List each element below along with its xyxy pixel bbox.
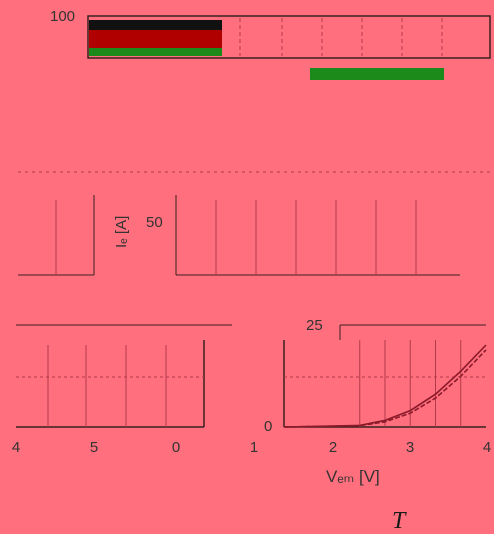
main-plot [283, 324, 487, 428]
y-axis-label: Iₑ [A] [113, 216, 130, 248]
series-line [283, 344, 487, 428]
top-strip [87, 15, 491, 80]
left-panel [16, 324, 232, 428]
mid-strip-grid [18, 171, 490, 275]
y-tick-label: 50 [146, 214, 163, 231]
y-tick-label: 25 [306, 317, 323, 334]
left-panel-grid [16, 345, 204, 427]
x-tick-label: 4 [12, 439, 20, 456]
x-tick-label: 0 [172, 439, 180, 456]
x-tick-label: 4 [483, 439, 491, 456]
x-tick-labels: 0 1 2 3 4 4 5 [12, 439, 491, 456]
band-black [89, 20, 222, 30]
y-tick-label: 100 [50, 8, 75, 25]
mid-strip [18, 171, 490, 276]
y-tick-label: 0 [264, 418, 272, 435]
series-line [283, 349, 487, 428]
band-green-lower [310, 68, 444, 80]
x-tick-label: 1 [250, 439, 258, 456]
x-tick-label: 2 [329, 439, 337, 456]
band-green [89, 48, 222, 56]
series-layer [283, 344, 487, 428]
corner-label: T [392, 508, 407, 534]
x-tick-label: 5 [90, 439, 98, 456]
x-axis-label: Vₑₘ [V] [326, 467, 380, 486]
main-plot-grid [284, 340, 486, 427]
top-strip-grid [239, 18, 443, 56]
x-tick-label: 3 [406, 439, 414, 456]
band-red [89, 30, 222, 48]
